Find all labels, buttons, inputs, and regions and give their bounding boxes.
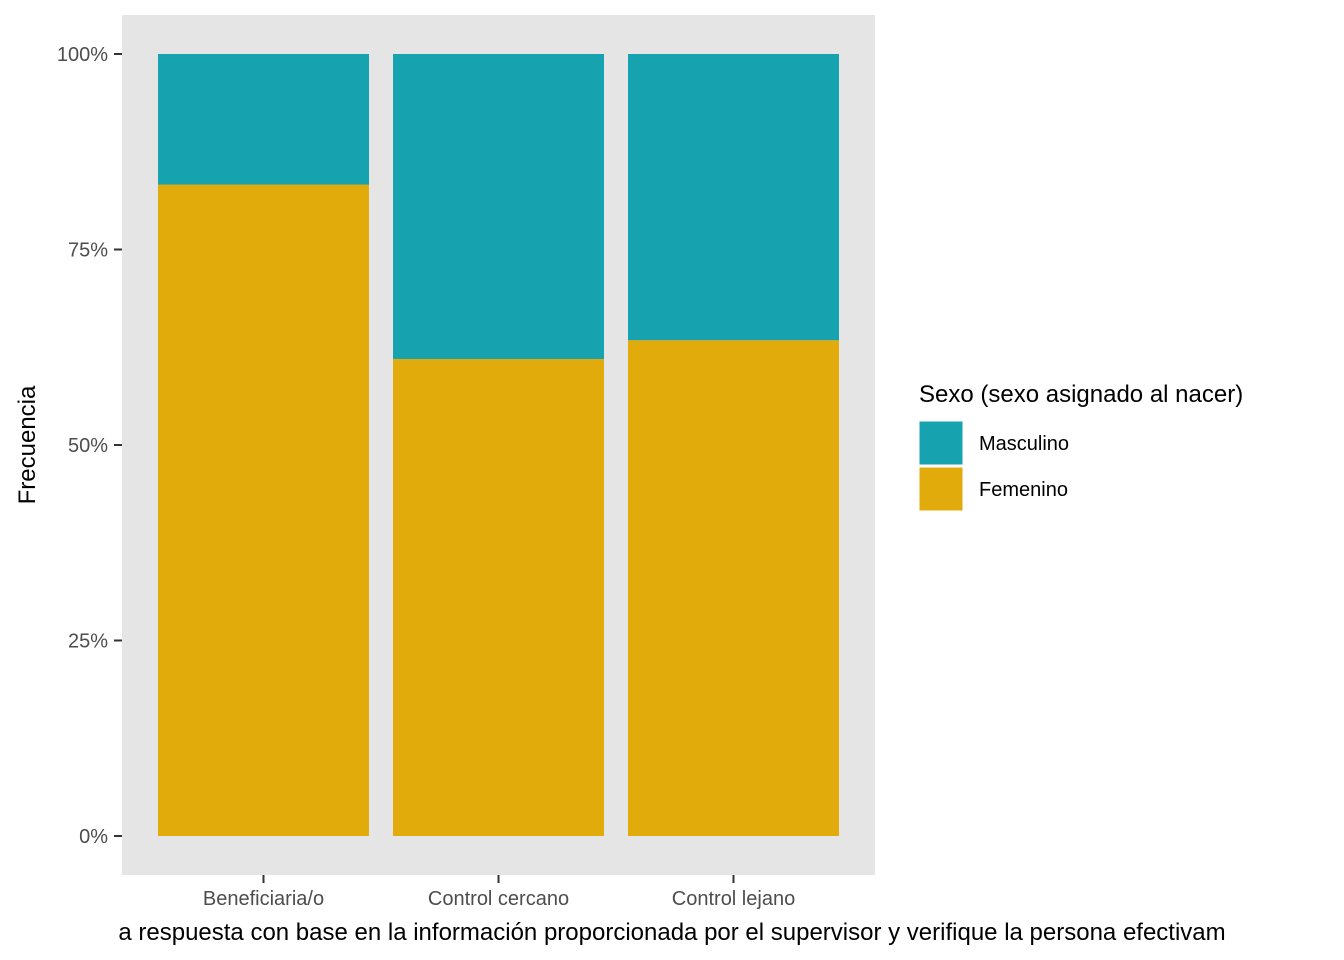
x-axis-title: a respuesta con base en la información p…: [118, 919, 1225, 946]
bar-femenino-3: [628, 340, 839, 836]
bar-femenino-1: [158, 184, 369, 836]
legend-title: Sexo (sexo asignado al nacer): [919, 381, 1243, 408]
y-tick-label: 0%: [79, 826, 108, 848]
x-tick-label: Control lejano: [672, 888, 795, 910]
x-tick-label: Beneficiaria/o: [203, 888, 324, 910]
legend-label-masculino: Masculino: [979, 433, 1069, 455]
bar-masculino-2: [393, 54, 604, 359]
legend-label-femenino: Femenino: [979, 479, 1068, 501]
bars-group: [158, 54, 839, 836]
y-tick-label: 75%: [68, 240, 108, 262]
y-tick-label: 100%: [57, 44, 108, 66]
legend: Sexo (sexo asignado al nacer) Masculino F…: [918, 381, 1243, 512]
legend-key-femenino: [918, 466, 964, 512]
bar-masculino-3: [628, 54, 839, 341]
y-tick-label: 25%: [68, 631, 108, 653]
bar-masculino-1: [158, 54, 369, 185]
y-axis-title: Frecuencia: [14, 385, 41, 504]
legend-key-masculino: [918, 420, 964, 466]
x-tick-label: Control cercano: [428, 888, 569, 910]
x-axis: Beneficiaria/o Control cercano Control lej…: [203, 875, 795, 910]
y-axis: 0% 25% 50% 75% 100%: [57, 44, 122, 848]
bar-femenino-2: [393, 358, 604, 836]
y-tick-label: 50%: [68, 435, 108, 457]
